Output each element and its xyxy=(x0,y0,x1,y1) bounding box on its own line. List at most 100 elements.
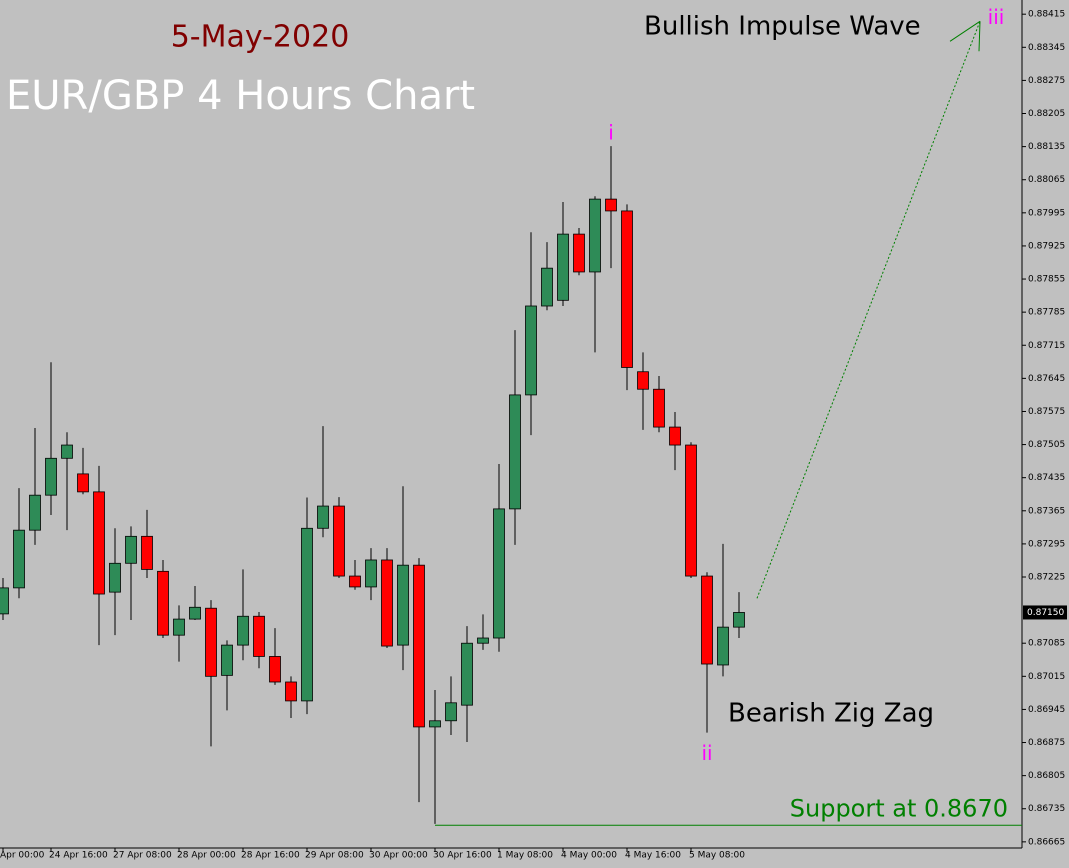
candle-body xyxy=(701,575,713,665)
y-tick-label: 0.88065 xyxy=(1028,175,1065,185)
y-tick-label: 0.86875 xyxy=(1028,738,1065,748)
candle-body xyxy=(477,637,489,644)
y-tick-label: 0.87925 xyxy=(1028,241,1065,251)
candle-body xyxy=(301,527,313,702)
candle-body xyxy=(253,615,265,657)
candle-body xyxy=(589,198,601,273)
y-tick-label: 0.88205 xyxy=(1028,109,1065,119)
y-tick-label: 0.87015 xyxy=(1028,672,1065,682)
x-tick-label: 4 May 00:00 xyxy=(561,851,617,861)
candle-body xyxy=(109,562,121,593)
candle-body xyxy=(333,505,345,577)
y-tick-label: 0.87715 xyxy=(1028,341,1065,351)
x-tick-label: 27 Apr 08:00 xyxy=(113,851,172,861)
candle-body xyxy=(509,394,521,510)
candle-body xyxy=(125,535,137,564)
candle-body xyxy=(205,607,217,677)
wave-label: ii xyxy=(701,741,712,765)
candle-body xyxy=(637,371,649,390)
x-tick-label: 24 Apr 16:00 xyxy=(49,851,108,861)
candle-body xyxy=(573,233,585,273)
y-tick-label: 0.87645 xyxy=(1028,374,1065,384)
candle-body xyxy=(541,267,553,307)
candle-body xyxy=(381,559,393,647)
projection-line xyxy=(756,21,981,599)
y-tick-label: 0.88415 xyxy=(1028,10,1065,20)
y-tick-label: 0.87785 xyxy=(1028,308,1065,318)
x-tick-label: 28 Apr 16:00 xyxy=(241,851,300,861)
x-tick-label: 5 May 08:00 xyxy=(689,851,745,861)
candle-body xyxy=(29,494,41,531)
y-tick-label: 0.87085 xyxy=(1028,639,1065,649)
y-tick-label: 0.87295 xyxy=(1028,539,1065,549)
x-tick-label: 28 Apr 00:00 xyxy=(177,851,236,861)
candle-body xyxy=(317,505,329,529)
candle-body xyxy=(717,626,729,666)
candle-body xyxy=(653,388,665,428)
candle-body xyxy=(429,720,441,728)
candle-body xyxy=(685,444,697,577)
y-tick-label: 0.88275 xyxy=(1028,76,1065,86)
y-tick-label: 0.86805 xyxy=(1028,771,1065,781)
chart-subtitle: 5-May-2020 xyxy=(171,20,350,55)
candle-body xyxy=(61,444,73,459)
candle-body xyxy=(397,564,409,646)
candle-body xyxy=(621,210,633,368)
candle-body xyxy=(141,535,153,570)
candle-body xyxy=(237,615,249,646)
wave-label: i xyxy=(608,121,614,145)
candle-body xyxy=(445,702,457,722)
candle-body xyxy=(189,606,201,620)
y-tick-label: 0.87225 xyxy=(1028,572,1065,582)
x-tick-label: 29 Apr 08:00 xyxy=(305,851,364,861)
x-tick-label: 30 Apr 16:00 xyxy=(433,851,492,861)
candle-body xyxy=(413,564,425,728)
candle-body xyxy=(45,457,57,496)
chart-title: EUR/GBP 4 Hours Chart xyxy=(6,73,475,119)
candle-body xyxy=(285,681,297,702)
x-tick-label: 4 May 16:00 xyxy=(625,851,681,861)
candle-body xyxy=(93,491,105,595)
support-label: Support at 0.8670 xyxy=(790,794,1008,822)
y-tick-label: 0.86665 xyxy=(1028,837,1065,847)
y-tick-label: 0.86735 xyxy=(1028,804,1065,814)
x-tick-label: 30 Apr 00:00 xyxy=(369,851,428,861)
candle-body xyxy=(173,618,185,636)
candle-body xyxy=(365,559,377,588)
arrow-head xyxy=(978,21,981,52)
candle-body xyxy=(557,233,569,301)
wave-label: iii xyxy=(988,5,1005,29)
current-price-label: 0.87150 xyxy=(1027,608,1064,618)
candle-body xyxy=(461,642,473,706)
candle-body xyxy=(13,529,25,589)
y-tick-label: 0.87365 xyxy=(1028,506,1065,516)
candle-body xyxy=(0,587,9,615)
candle-body xyxy=(157,570,169,636)
candle-body xyxy=(493,508,505,639)
y-tick-label: 0.87435 xyxy=(1028,473,1065,483)
candle-body xyxy=(733,612,745,628)
candle-body xyxy=(605,198,617,212)
arrow-head xyxy=(949,20,981,42)
x-tick-label: 1 May 08:00 xyxy=(497,851,553,861)
candle-body xyxy=(525,305,537,396)
y-tick-label: 0.87855 xyxy=(1028,275,1065,285)
y-tick-label: 0.88345 xyxy=(1028,43,1065,53)
candle-body xyxy=(669,426,681,446)
y-tick-label: 0.87505 xyxy=(1028,440,1065,450)
x-tick-label: Apr 00:00 xyxy=(0,851,45,861)
candle-body xyxy=(221,644,233,676)
candle-body xyxy=(349,575,361,588)
y-tick-label: 0.87995 xyxy=(1028,208,1065,218)
candle-body xyxy=(269,656,281,683)
candle-body xyxy=(77,473,89,493)
annotation: Bearish Zig Zag xyxy=(728,699,934,729)
annotation: Bullish Impulse Wave xyxy=(644,12,921,42)
current-price-box xyxy=(1023,605,1067,620)
y-tick-label: 0.87575 xyxy=(1028,407,1065,417)
y-tick-label: 0.88135 xyxy=(1028,142,1065,152)
y-tick-label: 0.86945 xyxy=(1028,705,1065,715)
